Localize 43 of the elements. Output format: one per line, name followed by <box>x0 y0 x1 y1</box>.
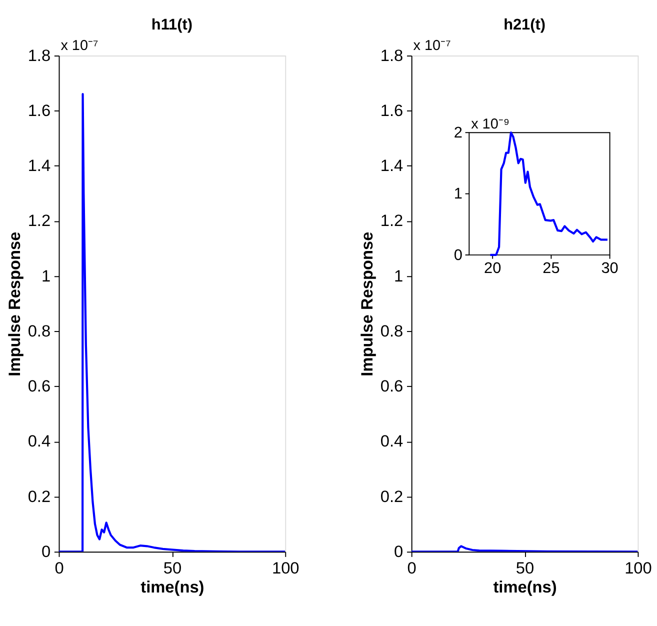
y-axis-title: Impulse Response <box>358 232 377 376</box>
y-tick-label: 0.2 <box>28 488 51 506</box>
y-tick-label: 2 <box>454 124 462 142</box>
y-tick-label: 0.4 <box>380 432 404 451</box>
y-tick-label: 0.8 <box>28 322 51 340</box>
x-tick-label: 100 <box>624 559 652 578</box>
x-tick-label: 25 <box>542 260 560 278</box>
y-tick-label: 1.2 <box>28 212 51 230</box>
line-series <box>58 93 286 552</box>
y-tick-label: 1 <box>41 267 51 286</box>
y-tick-label: 0 <box>41 542 51 561</box>
x-tick-label: 30 <box>601 260 618 278</box>
y-tick-label: 0.6 <box>28 378 51 396</box>
line-series <box>489 132 609 256</box>
x-tick-label: 20 <box>484 260 502 278</box>
y-tick-label: 0 <box>394 542 404 561</box>
y-axis-title: Impulse Response <box>6 232 24 376</box>
y-tick-label: 0 <box>454 246 462 264</box>
x-tick-label: 50 <box>163 559 182 578</box>
y-tick-label: 1.4 <box>28 157 51 176</box>
y-tick-label: 1.8 <box>28 46 51 65</box>
y-tick-label: 1.8 <box>380 46 404 65</box>
x-tick-label: 100 <box>272 559 300 578</box>
x-axis-title: time(ns) <box>493 578 557 597</box>
y-tick-label: 0.4 <box>28 432 51 451</box>
x-axis-title: time(ns) <box>140 578 204 597</box>
x-tick-label: 50 <box>516 559 534 578</box>
y-tick-label: 0.8 <box>380 322 404 340</box>
y-tick-label: 1.6 <box>380 102 404 120</box>
y-tick-label: 1 <box>454 186 462 203</box>
y-tick-label: 1.2 <box>380 212 404 230</box>
y-tick-label: 1.4 <box>380 157 404 176</box>
y-tick-label: 0.2 <box>380 488 404 506</box>
y-tick-label: 1.6 <box>28 102 51 120</box>
y-tick-label: 1 <box>394 267 404 286</box>
annotation: x 10⁻⁹ <box>471 116 510 133</box>
text: x 10⁻⁷ <box>413 38 451 54</box>
chart-title: h21(t) <box>504 16 546 34</box>
text: x 10⁻⁷ <box>60 38 98 54</box>
y-tick-label: 0.6 <box>380 378 404 396</box>
x-tick-label: 0 <box>407 559 416 578</box>
chart-title: h11(t) <box>151 16 193 34</box>
x-tick-label: 0 <box>54 559 64 578</box>
